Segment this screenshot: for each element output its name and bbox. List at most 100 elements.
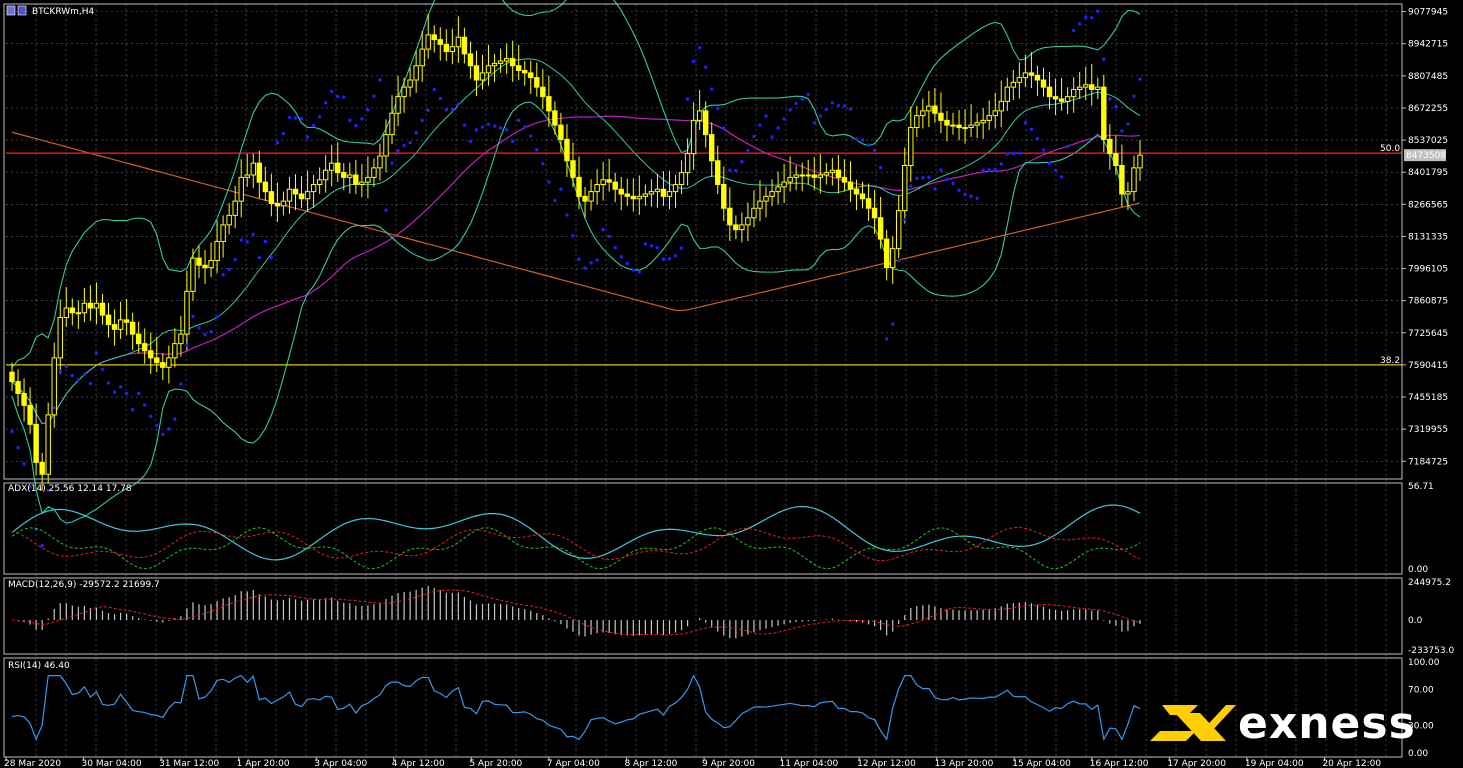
- parabolic-sar-dot: [770, 135, 774, 139]
- parabolic-sar-dot: [661, 257, 666, 261]
- parabolic-sar-dot: [22, 462, 26, 466]
- parabolic-sar-dot: [378, 78, 382, 82]
- macd-axis-bottom: -233753.0: [1408, 646, 1454, 656]
- candle: [1064, 87, 1071, 115]
- parabolic-sar-dot: [227, 267, 231, 272]
- macd-signal-line: [11, 589, 1141, 636]
- parabolic-sar-dot: [173, 417, 177, 421]
- candle: [377, 143, 383, 181]
- parabolic-sar-dot: [480, 125, 485, 129]
- parabolic-sar-dot: [903, 217, 907, 222]
- parabolic-sar-dot: [559, 187, 563, 191]
- parabolic-sar-dot: [269, 255, 274, 260]
- candle: [823, 163, 830, 185]
- candle-body: [654, 188, 661, 193]
- symbol-header[interactable]: BTCKRWm,H4: [6, 5, 95, 17]
- parabolic-sar-dot: [1017, 151, 1022, 155]
- ma-purple-line: [11, 115, 1141, 425]
- candle-body: [588, 191, 594, 202]
- candle: [877, 196, 884, 249]
- candle-body: [491, 62, 498, 67]
- parabolic-sar-dot: [281, 131, 286, 136]
- candle-body: [196, 257, 202, 266]
- price-axis-label: 8942715: [1408, 40, 1448, 50]
- parabolic-sar-dot: [124, 391, 129, 396]
- parabolic-sar-dot: [510, 139, 515, 143]
- candle: [413, 50, 419, 93]
- parabolic-sar-dot: [149, 414, 153, 418]
- parabolic-sar-dot: [999, 162, 1003, 166]
- candle-body: [702, 110, 709, 136]
- candle: [359, 164, 365, 198]
- candle-body: [166, 357, 172, 368]
- parabolic-sar-dot: [16, 445, 20, 450]
- price-panel[interactable]: 50.0 38.2 8473508: [6, 0, 1446, 548]
- parabolic-sar-dot: [1047, 161, 1052, 166]
- parabolic-sar-dot: [734, 169, 738, 173]
- candle: [853, 179, 860, 211]
- candle: [395, 75, 401, 127]
- candle: [129, 312, 136, 351]
- parabolic-sar-dot: [764, 114, 768, 118]
- candle-body: [250, 162, 256, 176]
- candle-body: [889, 248, 896, 269]
- candle: [467, 41, 474, 79]
- parabolic-sar-dot: [221, 273, 225, 277]
- parabolic-sar-dot: [1023, 121, 1028, 125]
- price-axis-label: 8672255: [1408, 104, 1448, 114]
- candle-body: [407, 79, 413, 88]
- candle-body: [304, 191, 311, 200]
- candle-body: [57, 317, 63, 359]
- parabolic-sar-dot: [498, 126, 503, 130]
- candle: [497, 48, 504, 73]
- candle-body: [87, 302, 94, 309]
- candle: [1137, 139, 1143, 181]
- candle: [154, 336, 160, 373]
- parabolic-sar-dot: [854, 137, 859, 142]
- parabolic-sar-dot: [1096, 9, 1100, 13]
- candle-body: [624, 193, 630, 197]
- price-axis-label: 7860875: [1408, 297, 1448, 307]
- candle-body: [672, 184, 679, 193]
- adx-panel[interactable]: [11, 504, 1141, 570]
- parabolic-sar-dot: [299, 116, 304, 121]
- candle: [1076, 71, 1083, 99]
- candle-body: [636, 195, 643, 200]
- candle-body: [690, 119, 697, 155]
- parabolic-sar-dot: [1035, 136, 1040, 141]
- candle: [148, 332, 154, 375]
- candle-body: [473, 65, 480, 81]
- candle: [1125, 182, 1131, 211]
- parabolic-sar-dot: [311, 123, 316, 128]
- parabolic-sar-dot: [643, 242, 648, 246]
- candle-body: [172, 343, 178, 359]
- parabolic-sar-dot: [94, 351, 99, 355]
- candle: [455, 16, 462, 63]
- candle: [1028, 51, 1035, 89]
- candle-body: [998, 100, 1004, 112]
- candle-body: [202, 264, 208, 269]
- rsi-panel[interactable]: [11, 674, 1141, 742]
- candle: [588, 179, 594, 211]
- parabolic-sar-dot: [179, 382, 183, 386]
- candle-body: [648, 191, 655, 195]
- parabolic-sar-dot: [583, 266, 587, 270]
- candle: [745, 202, 751, 242]
- candle-body: [33, 423, 39, 463]
- candle-body: [99, 302, 106, 316]
- candle-body: [805, 174, 811, 177]
- candle: [142, 328, 148, 364]
- candle-body: [938, 112, 944, 121]
- macd-panel[interactable]: [11, 585, 1141, 639]
- candle: [347, 162, 353, 194]
- candle-body: [540, 86, 546, 98]
- candle-body: [666, 191, 673, 197]
- candle-body: [1046, 86, 1053, 98]
- candle: [950, 112, 956, 135]
- candle-body: [769, 191, 775, 197]
- candle-body: [190, 257, 196, 292]
- candle-body: [841, 176, 848, 183]
- candle: [63, 287, 69, 327]
- candle: [329, 145, 335, 187]
